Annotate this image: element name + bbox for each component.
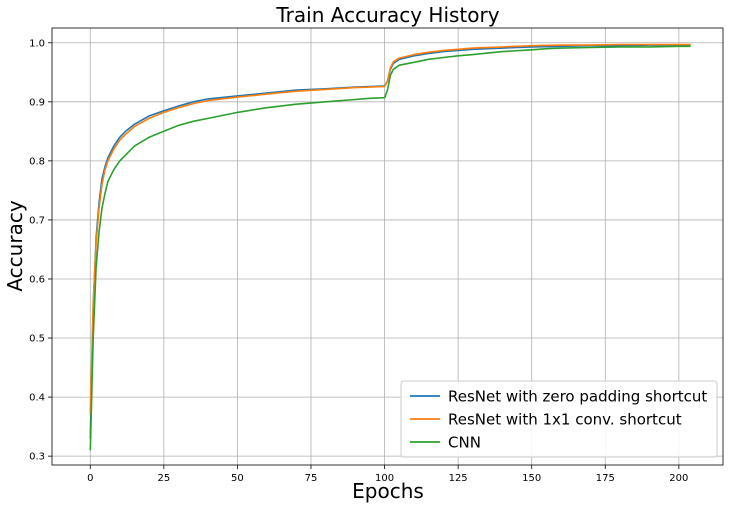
x-tick-label: 150: [522, 473, 541, 484]
y-tick-label: 0.5: [29, 334, 45, 345]
series-group: [89, 43, 691, 451]
x-tick-label: 75: [305, 473, 318, 484]
y-tick-label: 0.4: [29, 393, 45, 404]
legend-label: ResNet with 1x1 conv. shortcut: [448, 411, 682, 429]
axes: 0 25 50 75 100 125 150 175 200 0.3 0.4 0.5 0.6 0.7 0.8…: [29, 27, 724, 484]
legend: ResNet with zero padding shortcut ResNet …: [400, 380, 718, 458]
x-tick-label: 50: [231, 473, 244, 484]
x-tick-label: 0: [87, 473, 93, 484]
legend-box: [400, 380, 718, 458]
y-axis-label: Accuracy: [3, 200, 27, 291]
legend-label: CNN: [448, 434, 481, 452]
grid: [52, 28, 723, 465]
y-tick-label: 0.3: [29, 452, 45, 463]
y-tick-label: 0.7: [29, 215, 45, 226]
legend-label: ResNet with zero padding shortcut: [448, 388, 707, 406]
plot-frame: [51, 27, 724, 466]
x-tick-label: 200: [669, 473, 688, 484]
x-axis-label: Epochs: [352, 479, 424, 503]
y-tick-label: 0.9: [29, 97, 45, 108]
series-line-3: [89, 45, 691, 451]
x-tick-label: 100: [375, 473, 394, 484]
x-tick-label: 25: [157, 473, 170, 484]
series-line-2: [89, 43, 691, 415]
chart-title: Train Accuracy History: [275, 3, 499, 27]
series-line-1: [89, 44, 691, 439]
x-tick-label: 125: [449, 473, 468, 484]
x-tick-label: 175: [596, 473, 615, 484]
y-tick-label: 1.0: [29, 38, 45, 49]
y-tick-label: 0.6: [29, 274, 45, 285]
y-tick-label: 0.8: [29, 156, 45, 167]
